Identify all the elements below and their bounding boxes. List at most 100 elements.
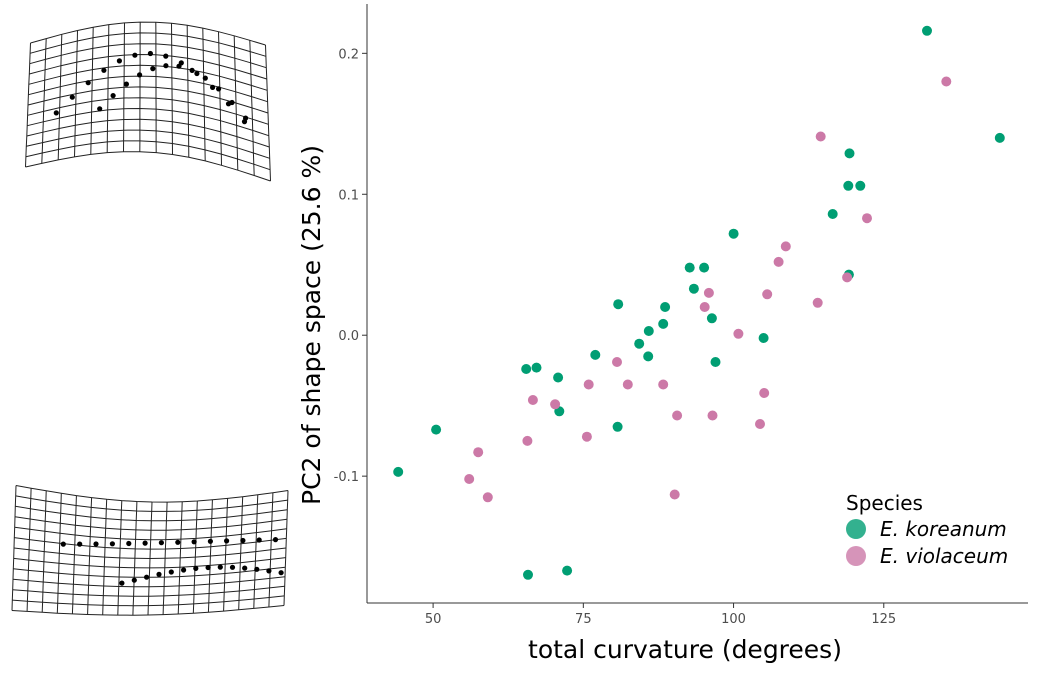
grid-line — [25, 151, 271, 182]
point-e-violaceum — [612, 357, 622, 367]
grid-line — [11, 485, 17, 611]
point-e-koreanum — [699, 262, 710, 273]
landmark-dot — [205, 564, 211, 571]
point-e-koreanum — [827, 209, 838, 219]
landmark-dot — [194, 70, 200, 77]
landmark-dot — [156, 571, 162, 578]
landmark-dot — [229, 99, 235, 106]
x-tick-label: 50 — [425, 612, 442, 627]
point-e-koreanum — [590, 349, 601, 360]
point-e-violaceum — [581, 431, 592, 442]
y-axis-title: PC2 of shape space (25.6 %) — [297, 145, 326, 505]
grid-line — [26, 118, 270, 148]
point-e-violaceum — [622, 379, 633, 390]
point-e-violaceum — [464, 474, 475, 484]
landmark-dot — [189, 67, 195, 73]
point-e-violaceum — [658, 379, 669, 390]
grid-line — [177, 501, 183, 615]
grid-line — [249, 40, 255, 176]
landmark-dot — [77, 541, 83, 547]
point-e-violaceum — [699, 302, 710, 312]
landmark-dot — [69, 94, 75, 100]
point-e-violaceum — [755, 419, 765, 429]
point-e-koreanum — [660, 302, 671, 312]
x-tick-label: 100 — [721, 612, 746, 627]
grid-line — [147, 501, 153, 616]
legend-key-e-koreanum — [846, 519, 866, 539]
point-e-koreanum — [728, 228, 739, 239]
landmark-dot — [142, 540, 148, 546]
landmark-dot — [158, 540, 164, 546]
point-e-violaceum — [941, 76, 952, 87]
point-e-koreanum — [688, 283, 699, 294]
point-e-violaceum — [842, 272, 853, 283]
point-e-violaceum — [707, 410, 718, 421]
grid-line — [202, 28, 206, 161]
point-e-koreanum — [843, 180, 854, 191]
grid-line — [41, 490, 47, 613]
landmark-dot — [97, 106, 103, 112]
point-e-violaceum — [669, 489, 680, 500]
point-e-koreanum — [643, 326, 654, 336]
point-e-koreanum — [612, 421, 623, 432]
grid-line — [27, 97, 269, 125]
grid-line — [27, 86, 269, 114]
landmark-dot — [144, 574, 150, 580]
point-e-koreanum — [684, 262, 695, 273]
point-e-violaceum — [759, 388, 770, 398]
grid-line — [28, 75, 268, 103]
landmark-dot — [110, 93, 116, 99]
point-e-violaceum — [862, 213, 872, 224]
deformation-grid-top — [25, 21, 271, 182]
landmark-dot — [266, 568, 272, 574]
grid-line — [26, 129, 270, 159]
point-e-koreanum — [531, 362, 542, 373]
grid-line — [238, 496, 244, 610]
point-e-koreanum — [706, 313, 717, 324]
x-tick-label: 75 — [575, 612, 592, 627]
grid-line — [192, 500, 198, 614]
landmark-dot — [123, 81, 129, 87]
grid-line — [30, 21, 266, 46]
legend-label-e-violaceum: E. violaceum — [880, 544, 1008, 568]
grid-line — [29, 32, 267, 57]
landmark-dot — [85, 80, 91, 86]
landmark-dot — [137, 72, 143, 78]
point-e-koreanum — [562, 565, 573, 576]
landmark-dot — [101, 67, 107, 73]
grid-line — [29, 43, 267, 69]
point-e-koreanum — [521, 364, 532, 374]
point-e-koreanum — [643, 351, 654, 362]
landmark-dot — [254, 566, 260, 572]
landmark-dot — [176, 63, 182, 69]
point-e-koreanum — [855, 180, 866, 191]
point-e-violaceum — [550, 399, 561, 410]
landmark-dot — [191, 539, 197, 545]
y-tick-label: 0.1 — [338, 188, 359, 203]
grid-line — [207, 499, 213, 613]
grid-line — [57, 34, 63, 160]
x-axis-title: total curvature (degrees) — [528, 635, 842, 664]
point-e-koreanum — [994, 132, 1005, 143]
grid-line — [25, 42, 31, 168]
landmark-dot — [163, 63, 169, 69]
point-e-violaceum — [815, 131, 826, 142]
grid-line — [253, 494, 259, 609]
landmark-dot — [53, 110, 59, 116]
point-e-koreanum — [922, 25, 932, 36]
grid-line — [102, 499, 108, 615]
point-e-koreanum — [658, 318, 669, 329]
landmark-dot — [119, 580, 125, 586]
landmark-dot — [150, 66, 156, 72]
landmark-dot — [109, 541, 115, 547]
point-e-koreanum — [431, 424, 442, 435]
grid-line — [15, 485, 289, 503]
landmark-dot — [216, 86, 222, 92]
grid-line — [106, 24, 110, 153]
grid-line — [74, 30, 78, 157]
landmark-dot — [168, 569, 174, 575]
grid-line — [186, 25, 190, 158]
grid-line — [71, 495, 77, 614]
